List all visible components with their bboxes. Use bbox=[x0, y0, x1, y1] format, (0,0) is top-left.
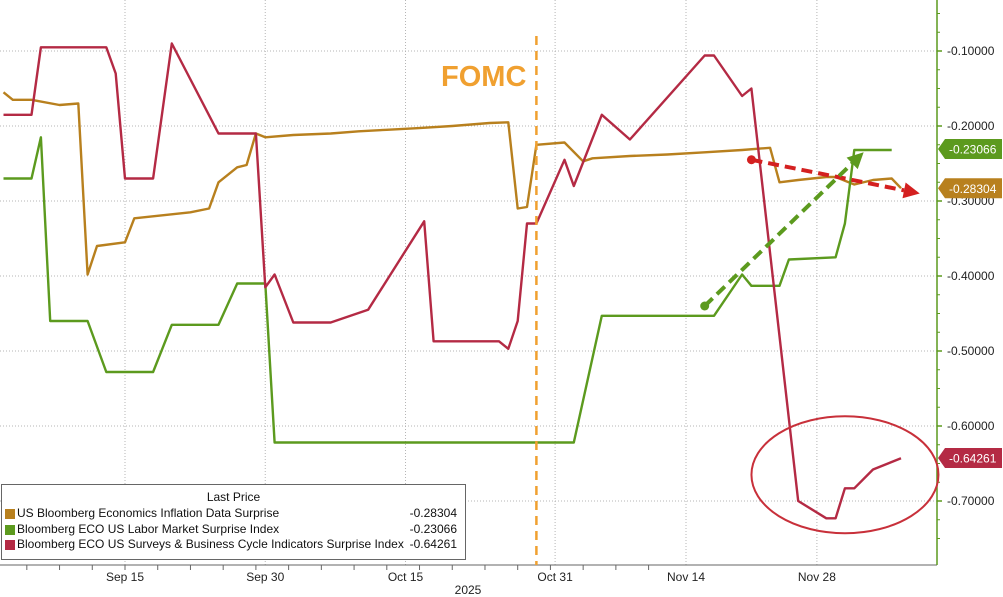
legend-swatch bbox=[5, 524, 15, 535]
legend-swatch bbox=[5, 509, 15, 519]
fomc-label: FOMC bbox=[441, 61, 526, 93]
arrow-shaft bbox=[703, 161, 854, 308]
arrow-head bbox=[846, 152, 864, 170]
y-tick-label: -0.70000 bbox=[947, 494, 995, 508]
last-price-tag bbox=[938, 138, 1002, 159]
arrow-shaft bbox=[751, 157, 905, 193]
legend-value: -0.64261 bbox=[409, 537, 457, 551]
last-price-tag bbox=[938, 178, 1002, 199]
y-tick-label: -0.20000 bbox=[947, 119, 995, 133]
legend-label: US Bloomberg Economics Inflation Data Su… bbox=[17, 506, 280, 520]
x-tick-label: Nov 14 bbox=[667, 570, 705, 584]
series-line bbox=[2, 91, 902, 276]
y-axis-ticks: -0.10000-0.20000-0.30000-0.40000-0.50000… bbox=[937, 13, 995, 539]
last-price-value: -0.64261 bbox=[949, 451, 997, 465]
last-price-tag bbox=[938, 447, 1002, 468]
x-tick-label: Nov 28 bbox=[798, 570, 836, 584]
legend-label: Bloomberg ECO US Labor Market Surprise I… bbox=[17, 521, 280, 536]
last-price-value: -0.23066 bbox=[949, 142, 997, 156]
x-tick-label: Sep 30 bbox=[246, 570, 284, 584]
x-axis-ticks: Sep 15 Sep 30 Oct 15 Oct 31 Nov 14 Nov 28 bbox=[26, 565, 836, 584]
legend-entry: Bloomberg ECO US Labor Market Surprise I… bbox=[2, 522, 465, 538]
series-line bbox=[3, 42, 902, 520]
y-tick-label: -0.60000 bbox=[947, 419, 995, 433]
arrow-head bbox=[902, 182, 920, 199]
last-price-value: -0.28304 bbox=[949, 182, 997, 196]
x-tick-label: Oct 15 bbox=[388, 570, 424, 584]
last-price-labels: -0.28304 -0.23066 -0.64261 bbox=[938, 138, 1002, 468]
trend-arrows bbox=[700, 152, 920, 311]
x-tick-label: Sep 15 bbox=[106, 570, 144, 584]
y-tick-label: -0.50000 bbox=[947, 344, 995, 358]
legend-value: -0.23066 bbox=[409, 521, 457, 536]
series-line bbox=[3, 136, 892, 444]
x-axis-year-label: 2025 bbox=[455, 583, 482, 597]
legend-label: Bloomberg ECO US Surveys & Business Cycl… bbox=[17, 537, 404, 551]
y-tick-label: -0.40000 bbox=[947, 269, 995, 283]
legend-entry: Bloomberg ECO US Surveys & Business Cycl… bbox=[2, 537, 465, 553]
series-lines bbox=[2, 42, 902, 520]
legend-value: -0.28304 bbox=[409, 506, 457, 520]
y-tick-label: -0.10000 bbox=[947, 44, 995, 58]
fomc-marker: FOMC bbox=[441, 36, 538, 565]
horizontal-gridlines bbox=[0, 50, 937, 502]
legend-header: Last Price bbox=[206, 490, 261, 504]
highlight-circle bbox=[750, 415, 940, 535]
legend-entry: US Bloomberg Economics Inflation Data Su… bbox=[2, 506, 465, 522]
x-tick-label: Oct 31 bbox=[537, 570, 573, 584]
legend: Last Price US Bloomberg Economics Inflat… bbox=[1, 484, 466, 560]
legend-swatch bbox=[5, 540, 15, 550]
